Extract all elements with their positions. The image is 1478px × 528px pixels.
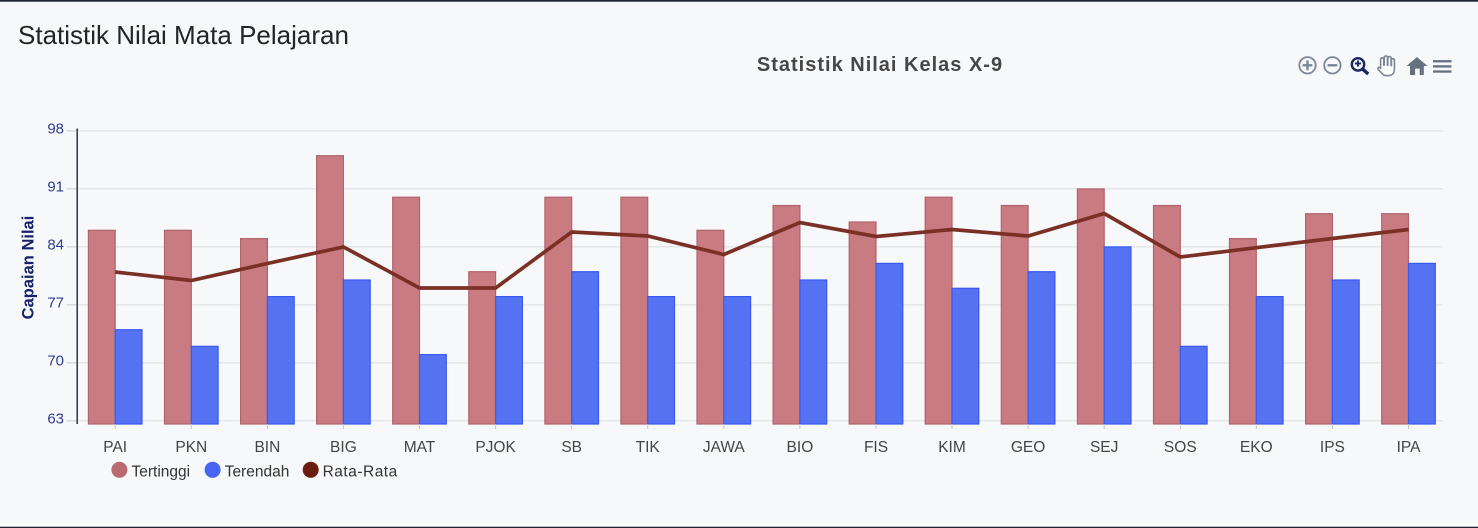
- svg-text:63: 63: [47, 410, 64, 427]
- svg-text:IPA: IPA: [1397, 439, 1421, 456]
- svg-text:IPS: IPS: [1320, 439, 1345, 456]
- svg-text:70: 70: [47, 352, 64, 369]
- svg-text:Rata-Rata: Rata-Rata: [323, 463, 398, 480]
- svg-text:77: 77: [47, 294, 64, 311]
- svg-text:91: 91: [47, 178, 64, 195]
- svg-text:Tertinggi: Tertinggi: [132, 463, 191, 480]
- svg-text:TIK: TIK: [636, 439, 661, 456]
- svg-text:PKN: PKN: [175, 439, 207, 456]
- svg-text:MAT: MAT: [404, 439, 436, 456]
- svg-text:PAI: PAI: [103, 439, 127, 456]
- svg-text:EKO: EKO: [1240, 439, 1273, 456]
- svg-text:BIO: BIO: [787, 439, 814, 456]
- svg-text:Terendah: Terendah: [225, 463, 290, 480]
- svg-text:GEO: GEO: [1011, 439, 1045, 456]
- svg-text:Statistik Nilai Kelas X-9: Statistik Nilai Kelas X-9: [757, 54, 1003, 76]
- svg-text:SB: SB: [561, 439, 582, 456]
- svg-text:KIM: KIM: [938, 439, 966, 456]
- svg-text:SOS: SOS: [1164, 439, 1197, 456]
- svg-text:SEJ: SEJ: [1090, 439, 1118, 456]
- svg-text:BIN: BIN: [254, 439, 280, 456]
- svg-text:Capaian Nilai: Capaian Nilai: [20, 216, 38, 320]
- svg-text:Statistik Nilai Mata Pelajaran: Statistik Nilai Mata Pelajaran: [18, 20, 349, 50]
- svg-text:JAWA: JAWA: [703, 439, 746, 456]
- svg-text:FIS: FIS: [864, 439, 888, 456]
- svg-text:BIG: BIG: [330, 439, 357, 456]
- svg-text:84: 84: [47, 236, 64, 253]
- svg-text:PJOK: PJOK: [475, 439, 516, 456]
- svg-text:98: 98: [47, 120, 64, 137]
